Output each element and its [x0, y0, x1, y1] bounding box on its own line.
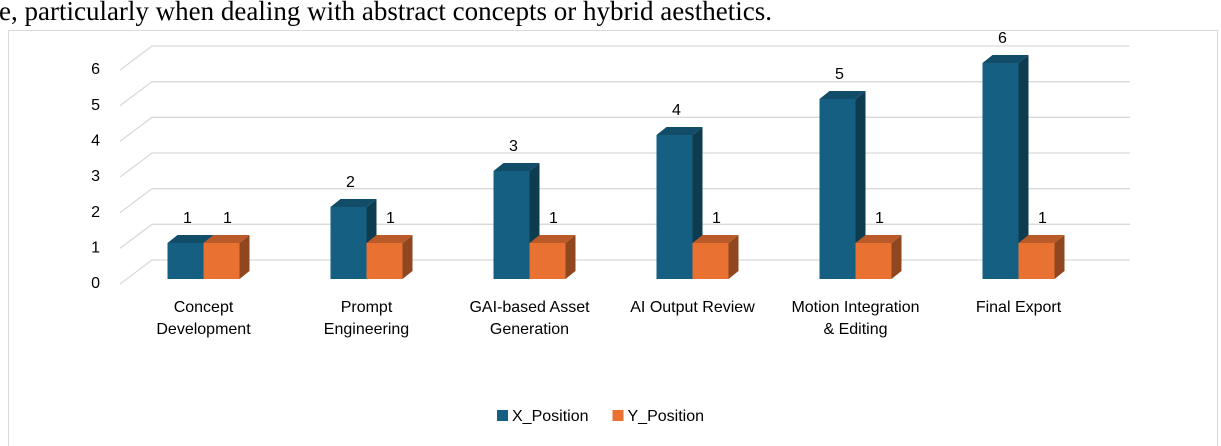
bar	[529, 243, 566, 279]
data-label: 6	[998, 30, 1007, 47]
y-tick-label: 1	[91, 240, 100, 257]
bar-top	[855, 235, 902, 243]
data-label: 1	[1038, 210, 1047, 227]
bar-side	[565, 235, 576, 279]
bar-top	[692, 235, 739, 243]
x-tick-label: Concept Development	[156, 299, 251, 338]
bar-top	[330, 199, 377, 207]
bar-side	[891, 235, 902, 279]
grid-line	[119, 45, 1130, 71]
bar-top	[819, 91, 866, 99]
x-tick-label: Final Export	[975, 299, 1062, 316]
bar-top	[203, 235, 250, 243]
data-label: 1	[875, 210, 884, 227]
bar-top	[1018, 235, 1065, 243]
bar	[167, 243, 204, 279]
body-text: e, particularly when dealing with abstra…	[0, 0, 772, 26]
bar-side	[1054, 235, 1065, 279]
bar	[656, 135, 693, 279]
y-tick-label: 5	[91, 97, 100, 114]
bar	[366, 243, 403, 279]
bar	[203, 243, 240, 279]
data-label: 5	[835, 66, 844, 83]
data-label: 1	[549, 210, 558, 227]
x-tick-label: Motion Integration & Editing	[791, 299, 920, 338]
y-tick-label: 3	[91, 168, 100, 185]
data-label: 4	[672, 102, 681, 119]
bar-side	[1018, 55, 1029, 279]
bar-top	[656, 127, 703, 135]
bar	[819, 99, 856, 279]
grid-line	[119, 188, 1130, 214]
y-tick-label: 2	[91, 204, 100, 221]
bar-top	[529, 235, 576, 243]
bar	[982, 63, 1019, 279]
chart-frame	[8, 30, 1218, 446]
legend-swatch	[497, 410, 508, 421]
grid-line	[119, 223, 1130, 249]
bar	[1018, 243, 1055, 279]
bar	[330, 207, 367, 279]
data-label: 1	[386, 210, 395, 227]
legend-label: X_Position	[512, 408, 589, 425]
bar-side	[402, 235, 413, 279]
data-label: 3	[509, 138, 518, 155]
bar	[692, 243, 729, 279]
grid-line	[119, 259, 1130, 285]
bar-side	[728, 235, 739, 279]
legend-label: Y_Position	[628, 408, 705, 425]
bar	[493, 171, 530, 279]
bar-side	[239, 235, 250, 279]
x-tick-label: AI Output Review	[630, 299, 755, 316]
grid-line	[119, 116, 1130, 142]
y-tick-label: 6	[91, 61, 100, 78]
data-label: 1	[223, 210, 232, 227]
grid-line	[119, 152, 1130, 178]
data-label: 1	[183, 210, 192, 227]
data-label: 2	[346, 174, 355, 191]
x-tick-label: Prompt Engineering	[323, 299, 410, 338]
y-tick-label: 4	[91, 133, 100, 150]
grid-line	[119, 81, 1130, 107]
bar-top	[982, 55, 1029, 63]
data-label: 1	[712, 210, 721, 227]
x-tick-label: GAI-based Asset Generation	[469, 299, 590, 338]
bar	[855, 243, 892, 279]
y-tick-label: 0	[91, 275, 100, 292]
bar-top	[366, 235, 413, 243]
bar-top	[167, 235, 214, 243]
bar-top	[493, 163, 540, 171]
bar-side	[855, 91, 866, 279]
legend-swatch	[612, 410, 624, 421]
